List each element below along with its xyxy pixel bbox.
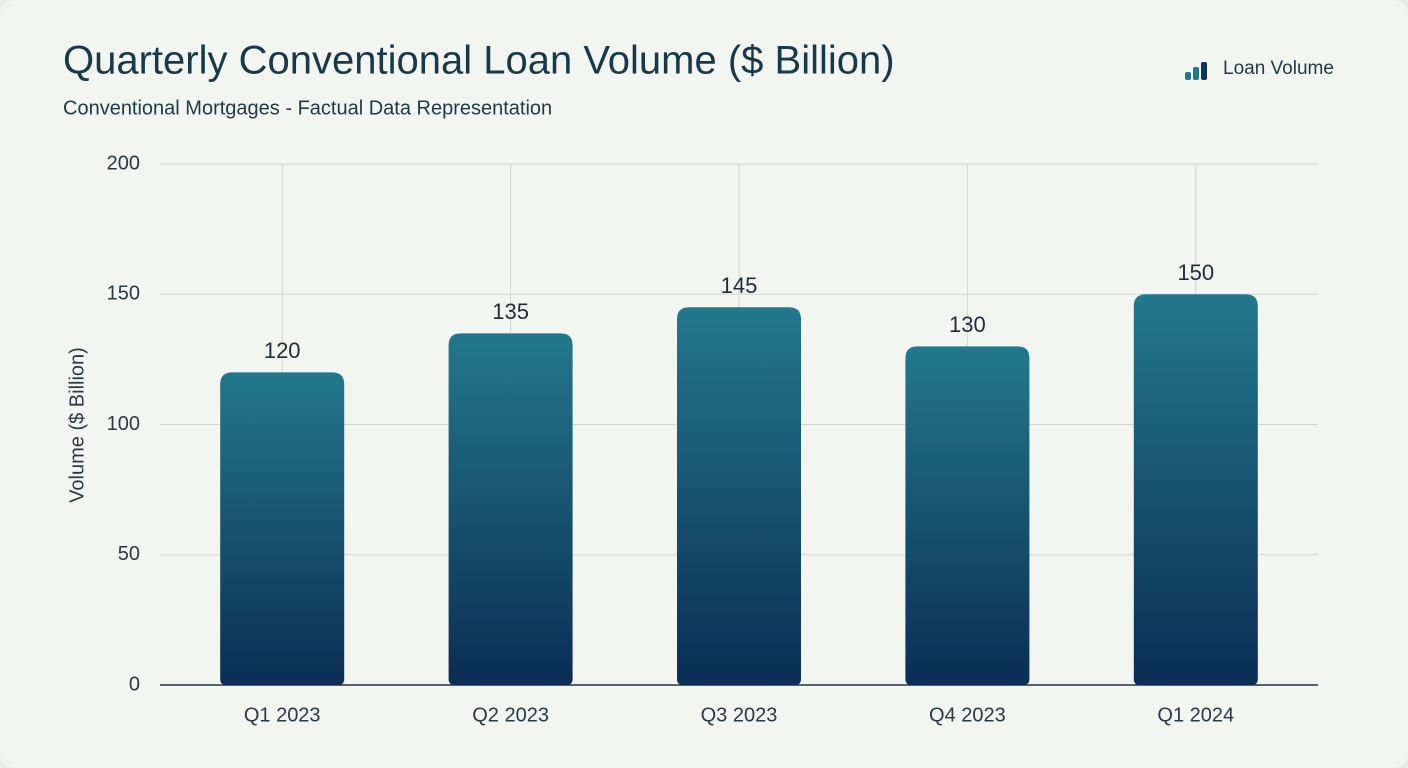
y-tick-label: 200 <box>107 152 140 174</box>
x-tick-label: Q3 2023 <box>701 704 778 726</box>
value-label: 150 <box>1177 260 1214 285</box>
value-label: 130 <box>949 312 986 337</box>
chart-subtitle: Conventional Mortgages - Factual Data Re… <box>63 97 552 119</box>
value-label: 120 <box>264 338 301 363</box>
x-tick-label: Q2 2023 <box>472 704 549 726</box>
legend-icon-bar <box>1201 62 1207 80</box>
y-axis-label: Volume ($ Billion) <box>66 347 88 503</box>
y-tick-label: 150 <box>107 283 140 305</box>
x-tick-label: Q1 2023 <box>244 704 321 726</box>
x-tick-label: Q1 2024 <box>1157 704 1234 726</box>
y-tick-label: 100 <box>107 413 140 435</box>
bar <box>677 307 801 685</box>
bar <box>1133 294 1258 685</box>
bar <box>905 346 1030 685</box>
y-tick-label: 50 <box>118 543 140 565</box>
bar <box>448 333 573 685</box>
x-tick-label: Q4 2023 <box>929 704 1006 726</box>
legend-label: Loan Volume <box>1223 58 1334 79</box>
value-label: 145 <box>721 273 758 298</box>
y-tick-label: 0 <box>129 673 140 695</box>
chart-title: Quarterly Conventional Loan Volume ($ Bi… <box>63 39 895 83</box>
legend: Loan Volume <box>1185 58 1334 80</box>
legend-icon-bar <box>1185 72 1191 80</box>
bar <box>220 372 345 685</box>
legend-icon-bar <box>1193 67 1199 80</box>
value-label: 135 <box>492 299 529 324</box>
